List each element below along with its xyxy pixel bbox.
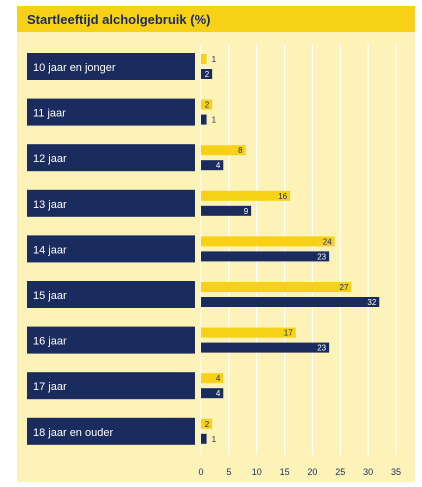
- x-axis-ticks: 0 5 10 15 20 25 30 35: [198, 467, 401, 477]
- bar-navy: [201, 251, 330, 262]
- bar-value-label: 27: [340, 283, 349, 292]
- category-box: [27, 53, 195, 80]
- bar-navy: [201, 433, 207, 444]
- category-label: 16 jaar: [33, 336, 67, 348]
- x-tick-label: 15: [280, 467, 290, 477]
- category-box: [27, 235, 195, 263]
- bar-value-label: 32: [367, 298, 376, 307]
- bar-navy: [201, 69, 213, 79]
- bar-navy: [201, 114, 207, 125]
- bar-yellow: [201, 236, 335, 247]
- bar-value-label: 24: [323, 237, 332, 246]
- category-box: [27, 98, 195, 126]
- bar-navy: [201, 160, 224, 171]
- bar-value-label: 4: [216, 161, 221, 170]
- x-tick-label: 10: [252, 467, 262, 477]
- category-rows: 10 jaar en jonger 11 jaar 12 jaar 13 jaar 14…: [27, 53, 195, 445]
- bar-yellow: [201, 99, 213, 110]
- category-box: [27, 144, 195, 172]
- category-label: 15 jaar: [33, 290, 67, 302]
- bar-yellow: [201, 327, 296, 338]
- bar-value-label: 2: [205, 70, 210, 79]
- grid-lines: [200, 44, 397, 455]
- category-label: 17 jaar: [33, 381, 67, 393]
- x-tick-label: 30: [363, 467, 373, 477]
- x-tick-label: 0: [198, 467, 203, 477]
- bar-navy: [201, 342, 330, 353]
- bar-yellow: [201, 418, 213, 429]
- bar-value-label: 2: [205, 101, 210, 110]
- bar-yellow: [201, 373, 224, 384]
- category-label: 10 jaar en jonger: [33, 62, 116, 74]
- category-box: [27, 189, 195, 217]
- category-box: [27, 326, 195, 354]
- bar-value-label: 1: [212, 116, 217, 125]
- bar-value-label: 2: [205, 420, 210, 429]
- category-label: 14 jaar: [33, 244, 67, 256]
- bar-value-label: 4: [216, 389, 221, 398]
- category-label: 13 jaar: [33, 199, 67, 211]
- bar-value-label: 23: [317, 252, 326, 261]
- bar-yellow: [201, 190, 291, 201]
- bar-yellow: [201, 145, 246, 156]
- category-box: [27, 281, 195, 308]
- category-label: 18 jaar en ouder: [33, 427, 113, 439]
- bar-value-label: 16: [278, 192, 287, 201]
- title-band: [17, 6, 415, 32]
- bar-value-label: 1: [212, 55, 217, 64]
- bar-yellow: [201, 54, 207, 64]
- category-box: [27, 372, 195, 400]
- x-tick-label: 35: [391, 467, 401, 477]
- bar-value-label: 9: [244, 207, 249, 216]
- bar-yellow: [201, 282, 352, 292]
- bar-value-label: 23: [317, 344, 326, 353]
- bar-navy: [201, 297, 380, 307]
- x-tick-label: 5: [226, 467, 231, 477]
- chart-title: Startleeftijd alcholgebruik (%): [27, 12, 210, 27]
- category-label: 11 jaar: [33, 108, 66, 120]
- bar-navy: [201, 388, 224, 399]
- category-label: 12 jaar: [33, 153, 67, 165]
- bar-value-label: 1: [212, 435, 217, 444]
- bar-value-label: 17: [284, 329, 293, 338]
- bar-navy: [201, 205, 252, 216]
- bar-value-label: 4: [216, 374, 221, 383]
- x-tick-label: 25: [335, 467, 345, 477]
- bar-value-label: 8: [238, 146, 243, 155]
- category-box: [27, 417, 195, 445]
- x-tick-label: 20: [307, 467, 317, 477]
